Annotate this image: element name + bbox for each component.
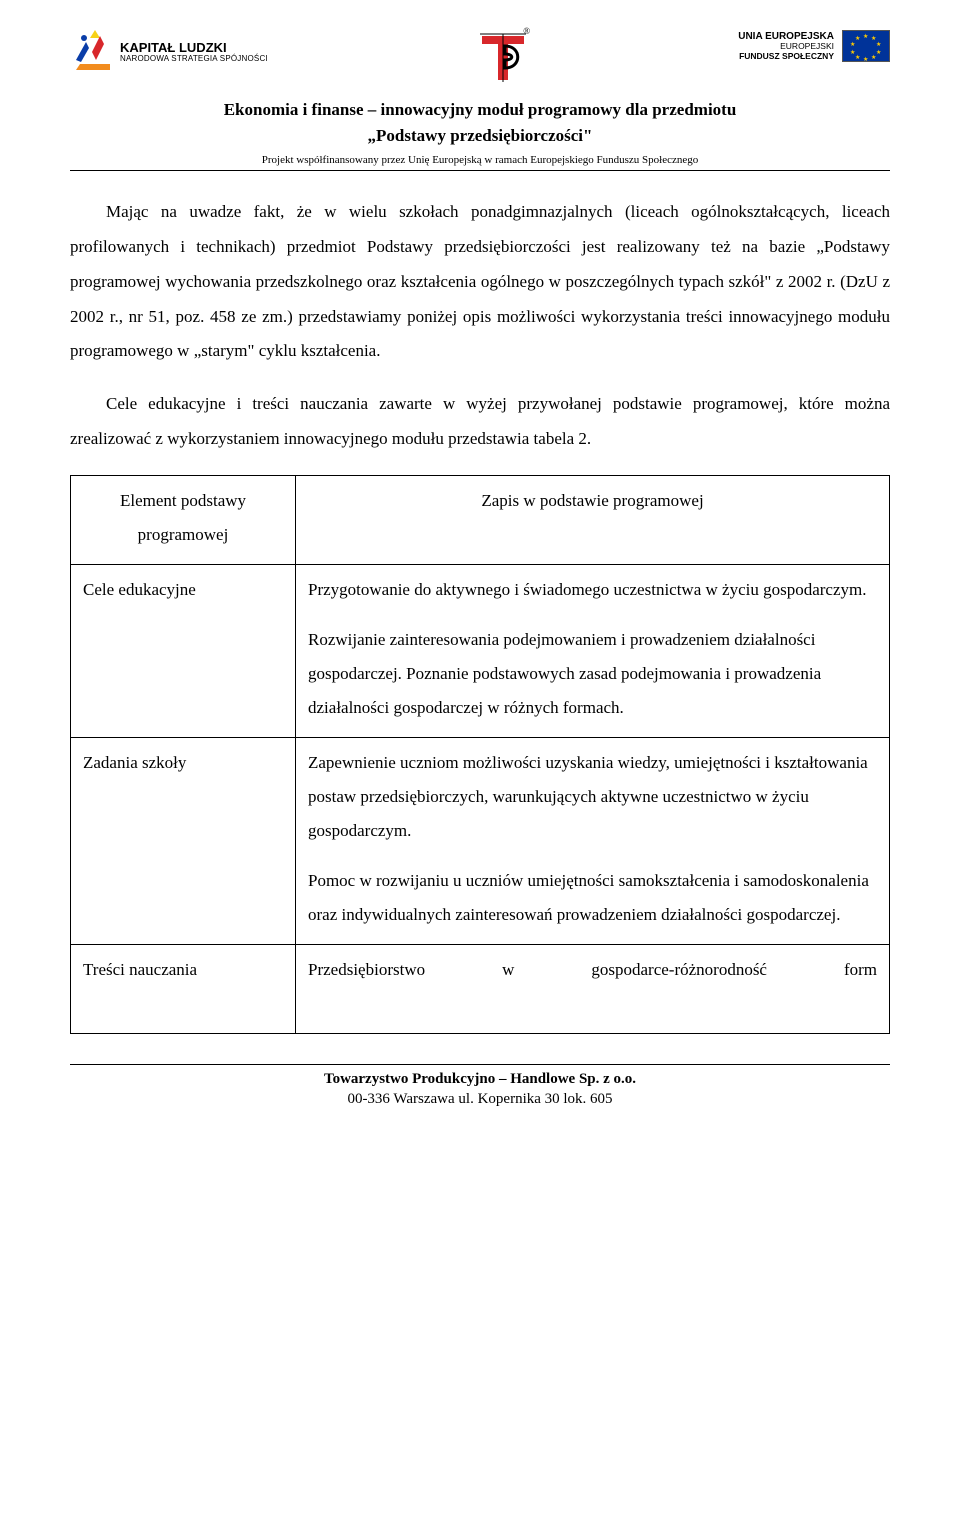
w: w xyxy=(502,960,514,979)
header-logos: KAPITAŁ LUDZKI NARODOWA STRATEGIA SPÓJNO… xyxy=(70,30,890,89)
eu-text: UNIA EUROPEJSKA EUROPEJSKI FUNDUSZ SPOŁE… xyxy=(738,31,834,61)
title-line2: „Podstawy przedsiębiorczości" xyxy=(70,123,890,149)
table-header-right: Zapis w podstawie programowej xyxy=(296,475,890,564)
cell-para: Zapewnienie uczniom możliwości uzyskania… xyxy=(308,746,877,848)
cell-para: Rozwijanie zainteresowania podejmowaniem… xyxy=(308,623,877,725)
hdr-left-line1: Element podstawy xyxy=(83,484,283,518)
cell-para: Pomoc w rozwijaniu u uczniów umiejętnośc… xyxy=(308,864,877,932)
table-row: Zadania szkoły Zapewnienie uczniom możli… xyxy=(71,737,890,944)
eu-line3: FUNDUSZ SPOŁECZNY xyxy=(738,52,834,61)
footer: Towarzystwo Produkcyjno – Handlowe Sp. z… xyxy=(70,1064,890,1110)
logo-tp: ® xyxy=(478,30,528,89)
table-row: Cele edukacyjne Przygotowanie do aktywne… xyxy=(71,564,890,737)
row-label: Cele edukacyjne xyxy=(71,564,296,737)
hdr-left-line2: programowej xyxy=(83,518,283,552)
footer-text: Towarzystwo Produkcyjno – Handlowe Sp. z… xyxy=(70,1069,890,1110)
footer-line2: 00-336 Warszawa ul. Kopernika 30 lok. 60… xyxy=(70,1089,890,1109)
kl-line2: NARODOWA STRATEGIA SPÓJNOŚCI xyxy=(120,55,268,63)
document-subtitle: Projekt współfinansowany przez Unię Euro… xyxy=(70,154,890,166)
paragraph-2: Cele edukacyjne i treści nauczania zawar… xyxy=(70,387,890,457)
w: Przedsiębiorstwo xyxy=(308,960,425,979)
kapital-ludzki-text: KAPITAŁ LUDZKI NARODOWA STRATEGIA SPÓJNO… xyxy=(120,41,268,63)
cell-para: Przygotowanie do aktywnego i świadomego … xyxy=(308,573,877,607)
row-content: Przedsiębiorstwo w gospodarce-różnorodno… xyxy=(296,944,890,1033)
paragraph-1: Mając na uwadze fakt, że w wielu szkołac… xyxy=(70,195,890,369)
logo-eu: UNIA EUROPEJSKA EUROPEJSKI FUNDUSZ SPOŁE… xyxy=(738,30,890,62)
tp-icon xyxy=(478,30,528,84)
row-content: Przygotowanie do aktywnego i świadomego … xyxy=(296,564,890,737)
footer-line1: Towarzystwo Produkcyjno – Handlowe Sp. z… xyxy=(70,1069,890,1089)
table-row: Treści nauczania Przedsiębiorstwo w gosp… xyxy=(71,944,890,1033)
body-text: Mając na uwadze fakt, że w wielu szkołac… xyxy=(70,195,890,457)
w: gospodarce-różnorodność xyxy=(591,960,767,979)
eu-flag-icon: ★ ★ ★ ★ ★ ★ ★ ★ ★ ★ xyxy=(842,30,890,62)
kapital-ludzki-icon xyxy=(70,30,114,74)
title-line1: Ekonomia i finanse – innowacyjny moduł p… xyxy=(70,97,890,123)
w: form xyxy=(844,960,877,979)
row-label: Zadania szkoły xyxy=(71,737,296,944)
cell-spread: Przedsiębiorstwo w gospodarce-różnorodno… xyxy=(308,953,877,1021)
document-title: Ekonomia i finanse – innowacyjny moduł p… xyxy=(70,97,890,148)
content-table: Element podstawy programowej Zapis w pod… xyxy=(70,475,890,1034)
kl-line1: KAPITAŁ LUDZKI xyxy=(120,41,268,55)
table-header-row: Element podstawy programowej Zapis w pod… xyxy=(71,475,890,564)
row-label: Treści nauczania xyxy=(71,944,296,1033)
register-mark: ® xyxy=(523,26,530,36)
table-header-left: Element podstawy programowej xyxy=(71,475,296,564)
row-content: Zapewnienie uczniom możliwości uzyskania… xyxy=(296,737,890,944)
logo-kapital-ludzki: KAPITAŁ LUDZKI NARODOWA STRATEGIA SPÓJNO… xyxy=(70,30,268,74)
footer-rule xyxy=(70,1064,890,1065)
header-rule xyxy=(70,170,890,171)
